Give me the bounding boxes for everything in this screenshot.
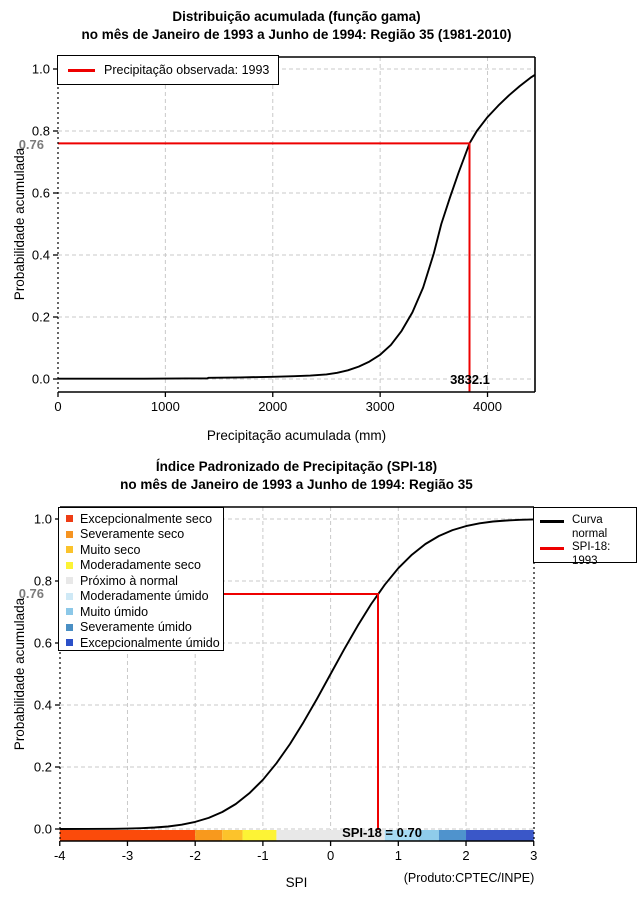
gamma-cdf-plot: 0 1000 2000 3000 4000 0.0 0.2 0.4 0.6 0.8 1.0 (32, 56, 536, 414)
line-sample-icon (540, 520, 564, 523)
reference-line (58, 142, 471, 392)
spi-scale-segment (222, 830, 243, 842)
chart2-reference-y-value: 0.76 (18, 586, 44, 601)
spi-scale-segment (418, 830, 439, 842)
legend-item: Moderadamente úmido (59, 589, 223, 605)
y-tick-label: 0.0 (32, 372, 50, 387)
category-color-swatch-icon (66, 639, 73, 647)
x-tick-label: 2000 (258, 399, 287, 414)
curve-normal-cdf (59, 518, 534, 830)
chart1-legend-label: Precipitação observada: 1993 (104, 63, 270, 77)
y-tick-label: 0.6 (34, 636, 52, 651)
spi-scale-segment (384, 830, 419, 842)
legend-item: Moderadamente seco (59, 558, 223, 574)
legend-item: Excepcionalmente seco (59, 511, 223, 527)
y-tick-label: 0.4 (34, 698, 52, 713)
category-label: Próximo à normal (80, 573, 178, 588)
legend-item: Curva normal (540, 514, 636, 541)
category-color-swatch-icon (66, 546, 73, 554)
chart2-x-axis-label: SPI (285, 875, 308, 890)
x-tick-label: 0 (327, 848, 334, 863)
category-color-swatch-icon (66, 561, 73, 569)
category-label: Muito seco (80, 542, 141, 557)
red-line-sample-icon (68, 68, 95, 72)
product-credit: (Produto:CPTEC/INPE) (403, 871, 535, 885)
chart1-x-axis-label: Precipitação acumulada (mm) (206, 428, 387, 443)
chart1-title-line1: Distribuição acumulada (função gama) (172, 9, 421, 24)
category-label: Excepcionalmente úmido (80, 635, 220, 650)
legend-item: SPI-18: 1993 (540, 541, 636, 568)
category-label: Severamente seco (80, 527, 185, 542)
y-tick-label: 0.2 (32, 310, 50, 325)
category-color-swatch-icon (66, 623, 73, 631)
x-tick-label: -1 (257, 848, 269, 863)
x-tick-label: -2 (189, 848, 201, 863)
series-label: SPI-18: 1993 (572, 541, 611, 567)
category-label: Moderadamente seco (80, 558, 201, 573)
legend-item: Excepcionalmente úmido (59, 635, 223, 651)
chart2-title-line1: Índice Padronizado de Precipitação (SPI-… (155, 459, 438, 474)
x-tick-label: 2 (462, 848, 469, 863)
legend-item: Severamente seco (59, 527, 223, 543)
legend-item: Muito seco (59, 542, 223, 558)
x-tick-label: 0 (54, 399, 61, 414)
curve-gamma-cdf (58, 74, 536, 380)
y-tick-label: 1.0 (32, 62, 50, 77)
category-label: Excepcionalmente seco (80, 511, 213, 526)
category-color-swatch-icon (66, 515, 73, 523)
category-label: Moderadamente úmido (80, 589, 209, 604)
x-tick-label: 1 (395, 848, 402, 863)
chart1-legend: Precipitação observada: 1993 (57, 55, 279, 85)
y-tick-label: 0.8 (32, 124, 50, 139)
chart2-title-line2: no mês de Janeiro de 1993 a Junho de 199… (120, 477, 473, 492)
x-tick-label: 3 (530, 848, 537, 863)
spi-scale-segment (59, 830, 196, 842)
category-color-swatch-icon (66, 592, 73, 600)
y-tick-label: 0.6 (32, 186, 50, 201)
chart1-reference-y-value: 0.76 (18, 137, 44, 152)
category-color-swatch-icon (66, 608, 73, 616)
x-tick-label: 3000 (366, 399, 395, 414)
line-sample-icon (540, 547, 564, 550)
spi-category-legend: Excepcionalmente seco Severamente seco Mui… (58, 507, 224, 651)
y-tick-label: 1.0 (34, 512, 52, 527)
spi-scale-segment (195, 830, 223, 842)
y-tick-label: 0.0 (34, 822, 52, 837)
category-label: Severamente úmido (80, 620, 192, 635)
spi-value-label: SPI-18 = 0.70 (342, 825, 422, 840)
legend-item: Próximo à normal (59, 573, 223, 589)
chart1-reference-x-value: 3832.1 (450, 372, 490, 387)
y-tick-label: 0.8 (34, 574, 52, 589)
spi-scale-segment (242, 830, 277, 842)
x-tick-label: -4 (54, 848, 66, 863)
y-tick-label: 0.2 (34, 760, 52, 775)
x-tick-label: 1000 (151, 399, 180, 414)
spi-scale-segment (438, 830, 467, 842)
y-tick-label: 0.4 (32, 248, 50, 263)
series-label: Curva normal (572, 514, 608, 540)
legend-item: Severamente úmido (59, 620, 223, 636)
spi-scale-segment (276, 830, 385, 842)
chart2-series-legend: Curva normal SPI-18: 1993 (533, 507, 637, 567)
category-color-swatch-icon (66, 530, 73, 538)
category-label: Muito úmido (80, 604, 149, 619)
chart1-title-line2: no mês de Janeiro de 1993 a Junho de 199… (81, 27, 512, 42)
legend-item: Muito úmido (59, 604, 223, 620)
x-tick-label: 4000 (473, 399, 502, 414)
category-color-swatch-icon (66, 577, 73, 585)
spi-scale-segment (466, 830, 534, 842)
x-tick-label: -3 (122, 848, 134, 863)
